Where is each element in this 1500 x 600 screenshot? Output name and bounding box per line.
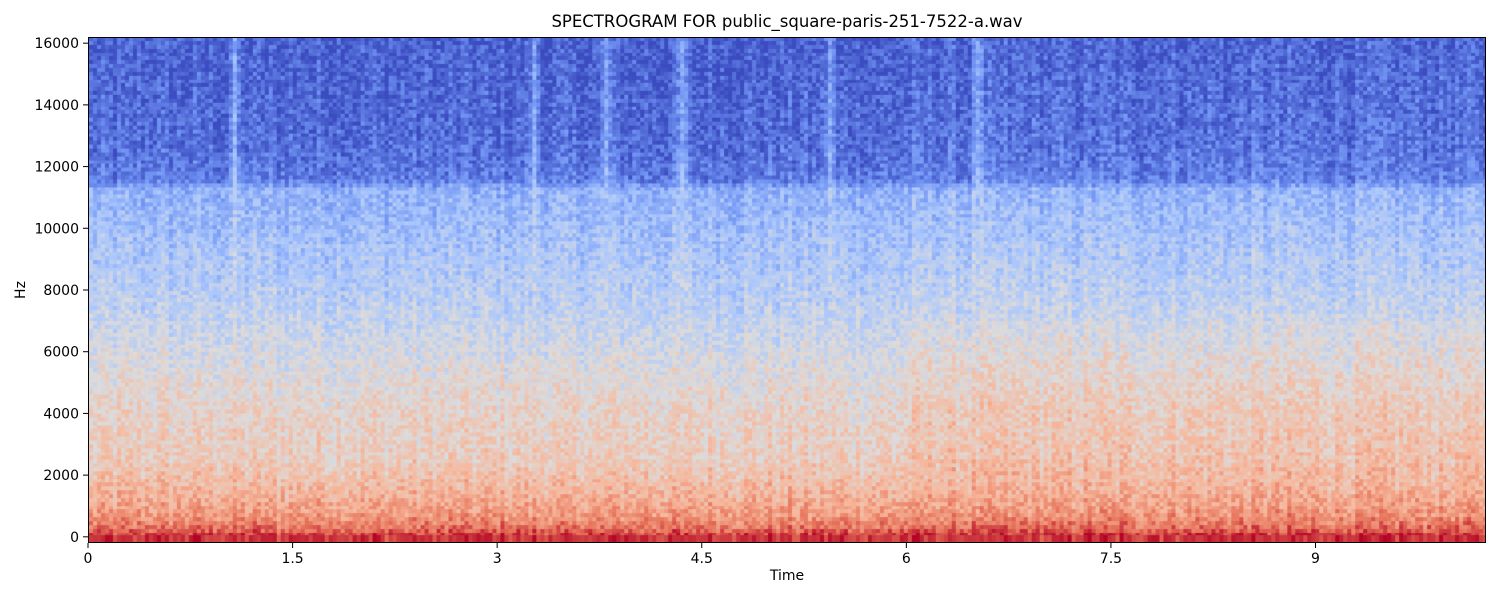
y-tick-label: 12000 bbox=[34, 160, 79, 176]
x-tick-label: 4.5 bbox=[691, 551, 713, 567]
y-tick-label: 10000 bbox=[34, 221, 79, 237]
x-tick-label: 3 bbox=[493, 551, 502, 567]
x-tick-label: 7.5 bbox=[1100, 551, 1122, 567]
y-axis-label: Hz bbox=[13, 281, 29, 299]
y-tick-label: 8000 bbox=[43, 283, 79, 299]
y-tick-label: 2000 bbox=[43, 468, 79, 484]
y-tick-label: 16000 bbox=[34, 36, 79, 52]
y-tick-label: 0 bbox=[70, 530, 79, 546]
y-tick-label: 6000 bbox=[43, 345, 79, 361]
x-tick-label: 1.5 bbox=[281, 551, 303, 567]
x-tick-label: 6 bbox=[902, 551, 911, 567]
x-axis-label: Time bbox=[769, 568, 805, 584]
spectrogram-heatmap bbox=[89, 38, 1485, 542]
x-tick-label: 9 bbox=[1311, 551, 1320, 567]
chart-title: SPECTROGRAM FOR public_square-paris-251-… bbox=[551, 12, 1023, 31]
x-tick-label: 0 bbox=[84, 551, 93, 567]
y-tick-label: 4000 bbox=[43, 406, 79, 422]
plot-area bbox=[88, 37, 1486, 543]
y-tick-label: 14000 bbox=[34, 98, 79, 114]
